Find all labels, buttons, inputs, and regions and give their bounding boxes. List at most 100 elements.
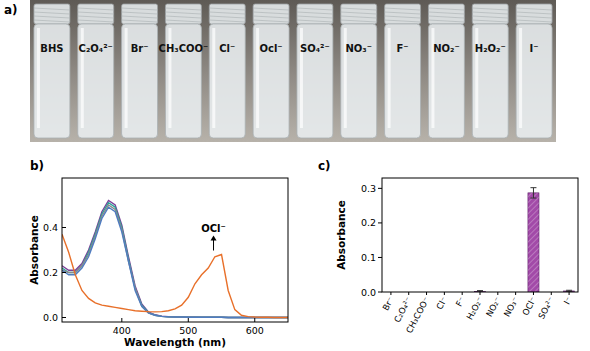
x-axis-title: Wavelength (nm) xyxy=(124,336,226,348)
thread-line xyxy=(165,16,201,18)
x-tick xyxy=(254,318,255,322)
annotation: OCl⁻ xyxy=(201,223,226,234)
vial-thread xyxy=(385,4,421,24)
thread-line xyxy=(34,20,70,22)
vial xyxy=(472,4,508,138)
thread-line xyxy=(297,8,333,10)
thread-line xyxy=(78,8,114,10)
thread-line xyxy=(428,12,464,14)
thread-line xyxy=(34,8,70,10)
vial-label: F⁻ xyxy=(397,43,409,54)
vial-label: Cl⁻ xyxy=(219,43,235,54)
x-tick-label: CH₃COO⁻ xyxy=(404,295,431,335)
x-tick xyxy=(480,292,481,295)
vial-label: CH₃COO⁻ xyxy=(159,43,209,54)
spectrum-line xyxy=(62,201,288,318)
error-cap xyxy=(530,187,536,188)
x-tick xyxy=(533,292,534,295)
x-tick xyxy=(444,292,445,295)
vial-body xyxy=(341,24,377,138)
vial-label: NO₂⁻ xyxy=(433,43,460,54)
plot-frame xyxy=(382,178,578,292)
panel-label: c) xyxy=(318,159,331,173)
vial-label: C₂O₄²⁻ xyxy=(79,43,113,54)
vial-body xyxy=(253,24,289,138)
x-tick-label: OCl⁻ xyxy=(520,295,538,317)
y-tick-label: 0.2 xyxy=(43,267,58,278)
vial-body xyxy=(122,24,158,138)
vial-label: SO₄²⁻ xyxy=(300,43,330,54)
thread-line xyxy=(209,20,245,22)
thread-line xyxy=(516,12,552,14)
spectrum-line xyxy=(62,207,288,317)
thread-line xyxy=(78,12,114,14)
spectrum-line xyxy=(62,203,288,318)
vial xyxy=(34,4,70,138)
y-axis-title: Absorbance xyxy=(28,215,40,285)
thread-line xyxy=(78,20,114,22)
spectrum-line xyxy=(62,234,288,317)
x-tick-label: NO₃⁻ xyxy=(502,295,521,318)
spectrum-line xyxy=(62,205,288,318)
vial xyxy=(385,4,421,138)
y-tick xyxy=(62,317,66,318)
thread-line xyxy=(341,16,377,18)
thread-line xyxy=(253,16,289,18)
thread-line xyxy=(297,16,333,18)
vial-shine xyxy=(519,28,522,128)
thread-line xyxy=(516,20,552,22)
x-tick-label: NO₂⁻ xyxy=(484,295,503,318)
y-tick-label: 0.3 xyxy=(361,183,376,194)
vial-body xyxy=(209,24,245,138)
x-tick-label: Cl⁻ xyxy=(434,295,449,311)
vial-body xyxy=(34,24,70,138)
thread-line xyxy=(341,12,377,14)
vial-shine xyxy=(125,28,128,128)
vial-body xyxy=(385,24,421,138)
bar-hatch xyxy=(528,193,539,292)
y-axis-title: Absorbance xyxy=(335,200,347,270)
thread-line xyxy=(122,16,158,18)
y-tick-label: 0.0 xyxy=(43,312,58,323)
x-tick xyxy=(515,292,516,295)
thread-line xyxy=(209,16,245,18)
error-stem xyxy=(533,188,534,198)
thread-line xyxy=(385,8,421,10)
error-cap xyxy=(477,290,483,291)
panel-label: b) xyxy=(30,159,44,173)
thread-line xyxy=(209,12,245,14)
vial-thread xyxy=(297,4,333,24)
plot-bars xyxy=(474,188,574,292)
x-tick-label: F⁻ xyxy=(454,295,467,308)
y-tick xyxy=(62,272,66,273)
vial xyxy=(165,4,201,138)
vial-body xyxy=(165,24,201,138)
vial-body xyxy=(78,24,114,138)
thread-line xyxy=(165,12,201,14)
thread-line xyxy=(472,8,508,10)
vial-thread xyxy=(341,4,377,24)
error-bar xyxy=(566,290,572,291)
x-tick-label: H₂O₂⁻ xyxy=(464,295,484,321)
thread-line xyxy=(34,16,70,18)
vial-thread xyxy=(165,4,201,24)
photo-background xyxy=(30,0,556,142)
vial xyxy=(428,4,464,138)
vial-thread xyxy=(34,4,70,24)
thread-line xyxy=(297,20,333,22)
x-tick xyxy=(188,318,189,322)
vial-label: I⁻ xyxy=(530,43,539,54)
x-tick-label: 600 xyxy=(246,325,264,336)
vial xyxy=(297,4,333,138)
vial-thread xyxy=(516,4,552,24)
thread-line xyxy=(253,8,289,10)
thread-line xyxy=(385,12,421,14)
x-tick-label: I⁻ xyxy=(562,295,574,306)
y-tick xyxy=(62,227,66,228)
thread-line xyxy=(516,16,552,18)
thread-line xyxy=(472,20,508,22)
vial-thread xyxy=(78,4,114,24)
y-tick xyxy=(378,188,382,189)
thread-line xyxy=(209,8,245,10)
vial-thread xyxy=(472,4,508,24)
